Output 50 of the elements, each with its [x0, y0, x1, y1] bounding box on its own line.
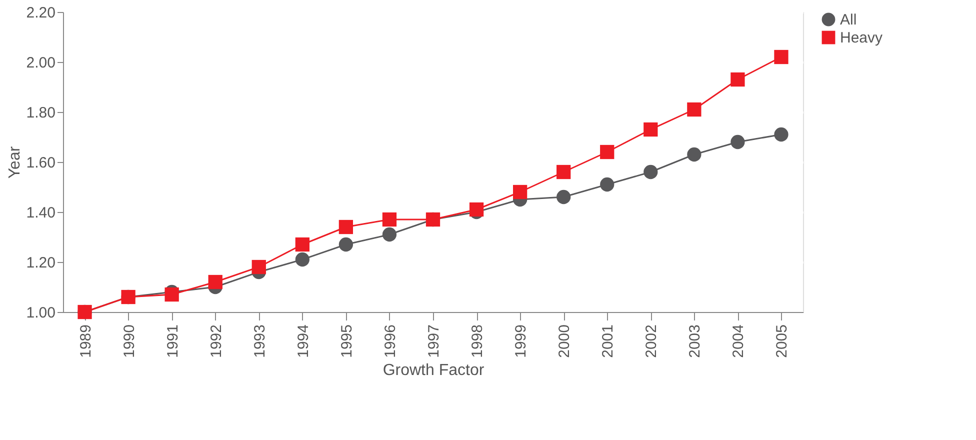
point	[687, 147, 702, 162]
x-tick-label: 1989	[77, 324, 94, 358]
point	[556, 190, 571, 204]
x-tick-label: 2004	[730, 324, 748, 358]
x-tick-label: 1995	[338, 324, 356, 358]
x-tick-label: 1993	[251, 324, 268, 358]
x-tick-label: 1991	[164, 324, 182, 358]
legend-label: Heavy	[840, 30, 884, 46]
x-tick-label: 1990	[120, 324, 138, 358]
point	[252, 260, 266, 274]
point	[730, 134, 745, 150]
x-tick-label: 2001	[600, 324, 617, 358]
point	[338, 220, 354, 234]
y-tick-label: 2.20	[26, 4, 56, 22]
point	[338, 237, 354, 252]
x-tick-label: 1992	[208, 324, 225, 358]
point	[600, 144, 614, 160]
x-tick-label: 2000	[556, 324, 574, 358]
x-tick-label: 1999	[512, 324, 530, 358]
y-axis-title: Year	[6, 146, 24, 179]
y-tick-label: 2.00	[26, 54, 56, 72]
x-tick-label: 1994	[294, 324, 312, 358]
point	[774, 50, 788, 64]
point	[382, 227, 397, 242]
point	[687, 102, 702, 117]
x-tick-label: 2002	[643, 324, 660, 358]
point	[295, 237, 310, 252]
x-tick-label: 1998	[469, 324, 486, 358]
x-tick-label: 1997	[426, 324, 442, 358]
point	[382, 212, 397, 227]
y-tick-label: 1.40	[26, 204, 56, 222]
point	[556, 164, 571, 180]
point	[208, 274, 222, 290]
point	[600, 177, 614, 192]
point	[730, 72, 745, 87]
point	[512, 184, 528, 200]
y-tick-label: 1.80	[26, 104, 56, 122]
y-tick-label: 1.20	[26, 254, 56, 272]
x-tick-label: 2003	[686, 324, 704, 358]
point	[774, 127, 788, 142]
x-tick-label: 2005	[774, 324, 791, 358]
x-axis-title: Growth Factor	[382, 362, 485, 379]
legend-label: All	[840, 12, 857, 28]
point	[644, 122, 658, 137]
point	[164, 287, 179, 302]
x-tick-label: 1996	[382, 324, 399, 358]
point	[644, 164, 658, 180]
y-tick-label: 1.60	[26, 154, 56, 172]
point	[295, 252, 310, 267]
y-tick-label: 1.00	[26, 304, 56, 322]
